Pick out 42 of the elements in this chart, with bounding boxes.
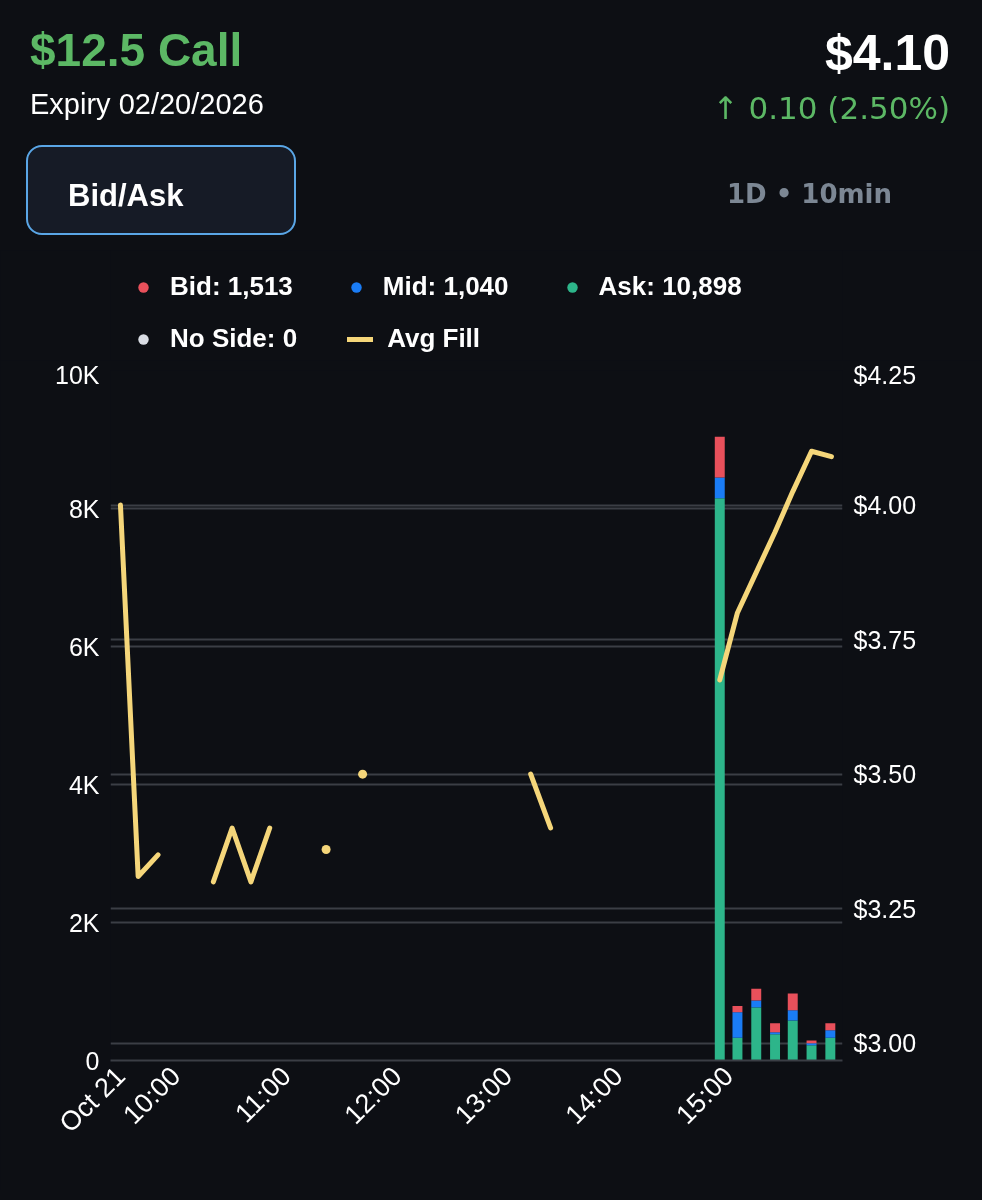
text: ↑ 0.10 (2.50%) <box>712 89 950 128</box>
bar <box>787 993 798 1011</box>
y-tick-label: 4K <box>68 770 100 799</box>
bar <box>714 498 725 1061</box>
legend-label: Mid: 1,040 <box>382 271 509 302</box>
bar <box>732 1012 743 1038</box>
legend-label: No Side: 0 <box>170 323 298 354</box>
legend-label: Bid: 1,513 <box>170 271 293 302</box>
bar <box>714 477 725 499</box>
y-tick-label: 10K <box>55 360 100 389</box>
bar <box>770 1032 781 1035</box>
bar <box>714 436 725 478</box>
bar <box>825 1023 836 1031</box>
bar <box>825 1037 836 1061</box>
bar <box>751 1007 762 1061</box>
bar <box>770 1034 781 1061</box>
y2-tick-label: $3.00 <box>853 1029 917 1058</box>
bar <box>787 1010 798 1021</box>
y2-tick-label: $4.25 <box>853 360 917 389</box>
bar <box>751 988 762 1001</box>
bar <box>751 1000 762 1008</box>
y-tick-label: 8K <box>68 494 100 523</box>
chart-subtitle: Expiry 02/20/2026 <box>30 87 264 122</box>
bar <box>732 1005 743 1013</box>
chart-title: $12.5 Call <box>30 23 243 78</box>
text: 1D • 10min <box>726 178 892 211</box>
bar <box>806 1045 817 1061</box>
text: Bid/Ask <box>68 177 184 215</box>
y-tick-label: 2K <box>68 908 100 937</box>
y2-tick-label: $3.75 <box>853 625 917 654</box>
y-tick-label: 6K <box>68 632 100 661</box>
bar <box>732 1037 743 1061</box>
text: $4.10 <box>824 24 950 83</box>
y2-tick-label: $3.50 <box>853 760 917 789</box>
bar <box>825 1030 836 1038</box>
bar <box>787 1020 798 1061</box>
y-tick-label: 0 <box>85 1046 100 1075</box>
y2-tick-label: $4.00 <box>853 491 917 520</box>
legend-label: Avg Fill <box>387 323 481 354</box>
y2-tick-label: $3.25 <box>853 894 917 923</box>
bar <box>770 1023 781 1033</box>
legend-label: Ask: 10,898 <box>598 271 742 302</box>
